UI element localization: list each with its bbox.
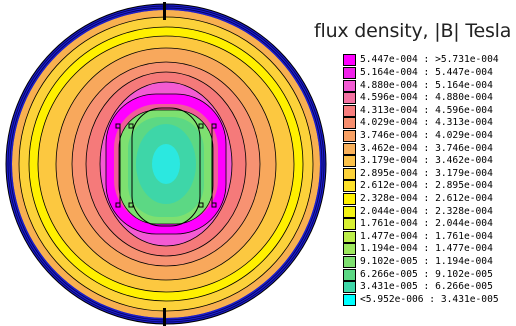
node-marker: [198, 202, 204, 208]
legend-row: 4.029e-004 : 4.313e-004: [343, 117, 513, 130]
legend-row: 6.266e-005 : 9.102e-005: [343, 268, 513, 281]
legend-row: <5.952e-006 : 3.431e-005: [343, 293, 513, 307]
node-marker: [128, 202, 134, 208]
legend-label: <5.952e-006 : 3.431e-005: [360, 293, 499, 305]
legend-label: 4.313e-004 : 4.596e-004: [360, 104, 493, 116]
top-marker: [163, 2, 166, 20]
contour-line: [105, 93, 227, 235]
legend-swatch: [343, 117, 356, 130]
legend-row: 4.880e-004 : 5.164e-004: [343, 79, 513, 92]
legend-row: 1.761e-004 : 2.044e-004: [343, 218, 513, 231]
legend-label: 4.880e-004 : 5.164e-004: [360, 79, 493, 91]
contour-line: [99, 81, 233, 247]
legend-swatch: [343, 268, 356, 281]
node-marker: [128, 123, 134, 129]
legend-label: 5.447e-004 : >5.731e-004: [360, 54, 499, 66]
legend-label: 3.179e-004 : 3.462e-004: [360, 155, 493, 167]
legend-swatch: [343, 218, 356, 231]
legend-label: 3.746e-004 : 4.029e-004: [360, 129, 493, 141]
node-marker: [198, 123, 204, 129]
legend-swatch: [343, 167, 356, 180]
legend-swatch: [343, 205, 356, 218]
legend-row: 3.179e-004 : 3.462e-004: [343, 155, 513, 168]
legend-row: 5.447e-004 : >5.731e-004: [343, 54, 513, 67]
legend-swatch: [343, 256, 356, 269]
inner-region-outline: [131, 107, 201, 227]
legend-row: 1.477e-004 : 1.761e-004: [343, 230, 513, 244]
legend-row: 2.612e-004 : 2.895e-004: [343, 180, 513, 193]
legend-swatch: [343, 142, 356, 155]
legend-row: 3.431e-005 : 6.266e-005: [343, 281, 513, 294]
legend-swatch: [343, 104, 356, 117]
legend-label: 4.029e-004 : 4.313e-004: [360, 117, 493, 129]
flux-density-plot: [5, 2, 327, 326]
legend-swatch: [343, 129, 356, 142]
legend-label: 2.895e-004 : 3.179e-004: [360, 167, 493, 179]
inner-region-core: [152, 144, 180, 184]
legend-swatch: [343, 79, 356, 92]
legend-label: 2.612e-004 : 2.895e-004: [360, 180, 493, 192]
legend-row: 2.328e-004 : 2.612e-004: [343, 193, 513, 206]
legend-swatch: [343, 281, 356, 294]
legend-label: 2.044e-004 : 2.328e-004: [360, 205, 493, 217]
contour-line: [85, 71, 247, 257]
legend-swatch: [343, 293, 356, 306]
contour-line: [37, 35, 295, 293]
legend-row: 3.462e-004 : 3.746e-004: [343, 142, 513, 155]
legend-label: 1.194e-004 : 1.477e-004: [360, 243, 493, 255]
legend-label: 2.328e-004 : 2.612e-004: [360, 193, 493, 204]
legend-title: flux density, |B| Tesla: [314, 20, 512, 42]
legend-label: 5.164e-004 : 5.447e-004: [360, 66, 493, 78]
legend-label: 3.431e-005 : 6.266e-005: [360, 281, 493, 293]
contour-line: [71, 61, 261, 267]
legend-row: 2.895e-004 : 3.179e-004: [343, 167, 513, 180]
legend-swatch: [343, 155, 356, 168]
legend-row: 9.102e-005 : 1.194e-004: [343, 256, 513, 269]
legend-row: 4.596e-004 : 4.880e-004: [343, 92, 513, 105]
bottom-marker: [163, 308, 166, 326]
legend-swatch: [343, 54, 356, 67]
legend-swatch: [343, 193, 356, 205]
legend-row: 1.194e-004 : 1.477e-004: [343, 243, 513, 256]
legend-label: 4.596e-004 : 4.880e-004: [360, 92, 493, 104]
legend-swatch: [343, 180, 356, 193]
legend-label: 9.102e-005 : 1.194e-004: [360, 256, 493, 268]
legend-swatch: [343, 230, 356, 243]
legend-row: 2.044e-004 : 2.328e-004: [343, 205, 513, 218]
legend-label: 1.477e-004 : 1.761e-004: [360, 230, 493, 242]
legend-label: 6.266e-005 : 9.102e-005: [360, 268, 493, 280]
contour-line: [28, 26, 304, 302]
color-legend: 5.447e-004 : >5.731e-004 5.164e-004 : 5.4…: [343, 54, 513, 306]
legend-label: 1.761e-004 : 2.044e-004: [360, 218, 493, 230]
legend-swatch: [343, 66, 356, 79]
contour-line: [55, 47, 277, 281]
legend-swatch: [343, 92, 356, 105]
legend-row: 3.746e-004 : 4.029e-004: [343, 129, 513, 143]
legend-row: 5.164e-004 : 5.447e-004: [343, 66, 513, 80]
legend-swatch: [343, 243, 356, 256]
legend-label: 3.462e-004 : 3.746e-004: [360, 142, 493, 154]
legend-row: 4.313e-004 : 4.596e-004: [343, 104, 513, 117]
